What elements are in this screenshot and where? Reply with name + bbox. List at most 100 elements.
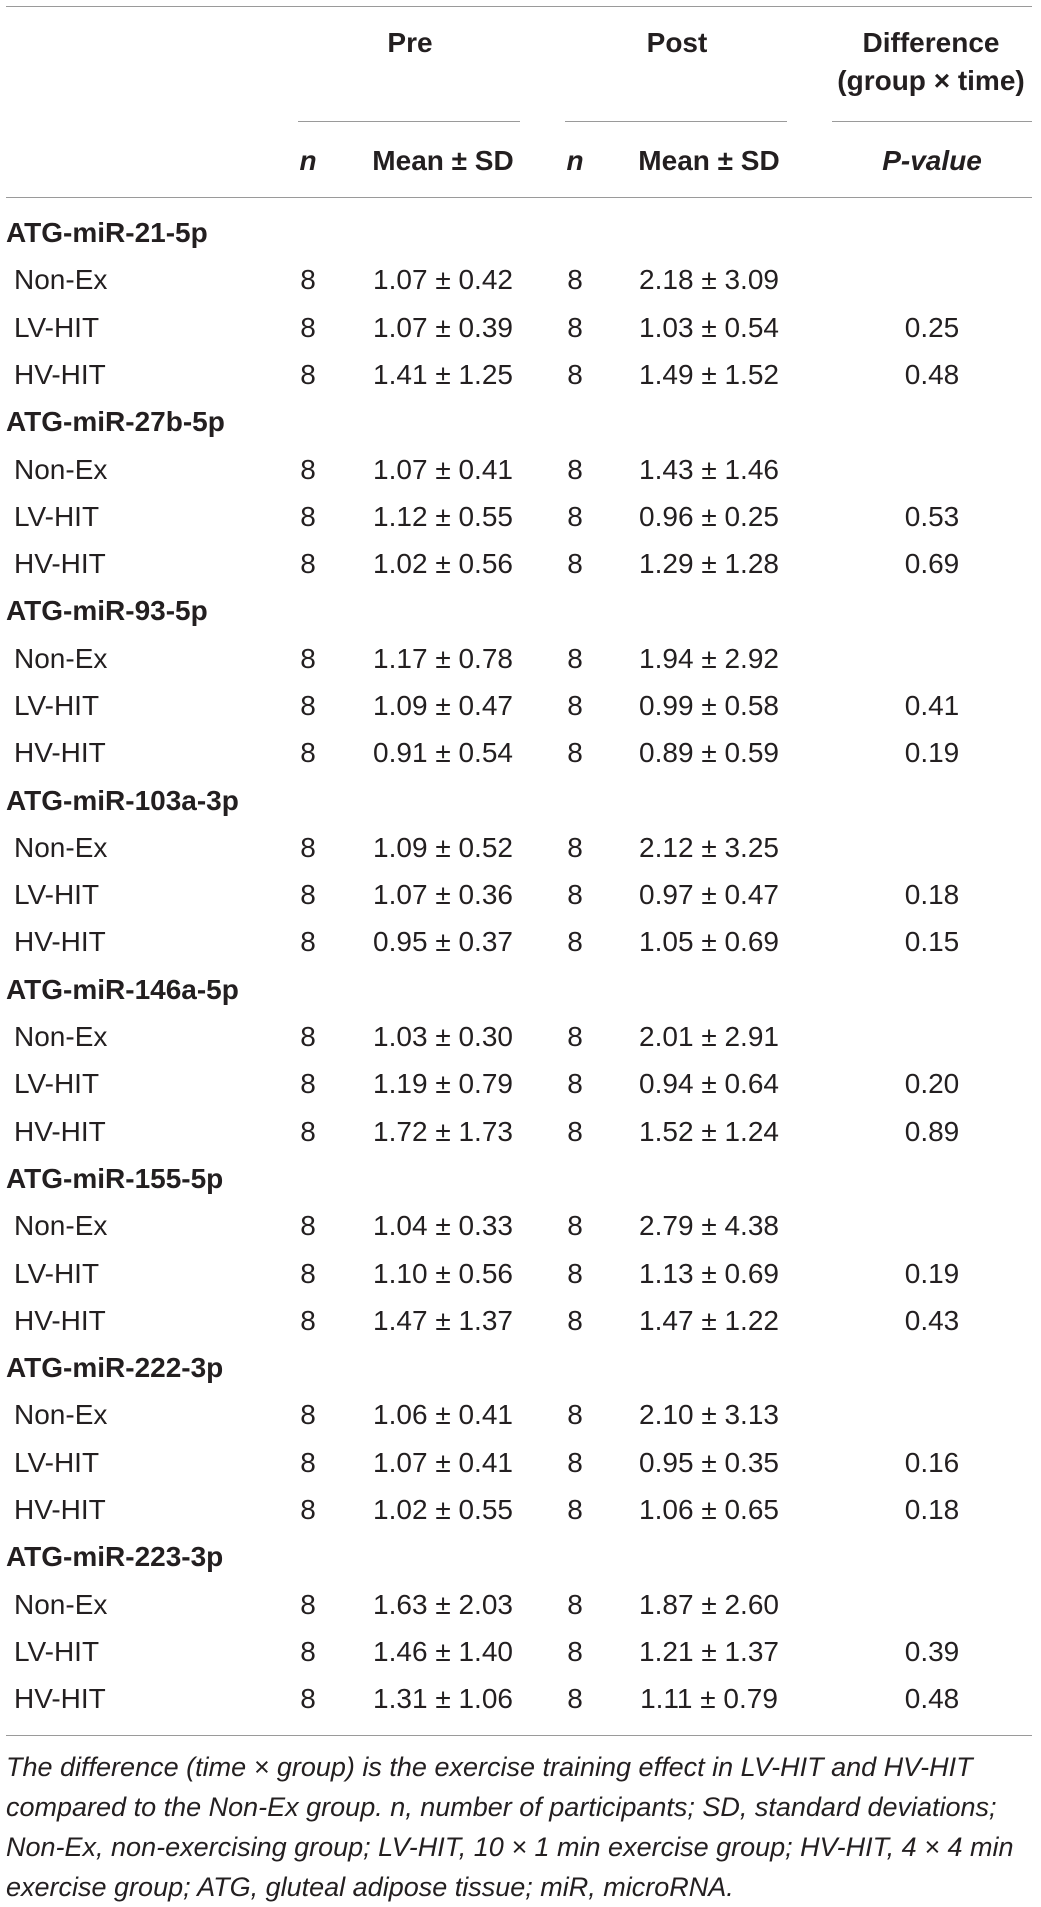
difference-header: Difference [862,27,1000,58]
n-post-cell: 8 [567,643,583,674]
row-label: LV-HIT [14,690,100,721]
n-pre-header: n [299,145,317,176]
table-bottom-rule [6,1735,1032,1736]
n-pre-cell: 8 [300,643,316,674]
p-value-cell: 0.53 [904,501,960,532]
n-pre-cell: 8 [300,832,316,863]
row-label: HV-HIT [14,737,106,768]
mean-sd-post-cell: 1.49 ± 1.52 [639,359,779,390]
group-title: ATG-miR-146a-5p [6,974,239,1005]
n-post-cell: 8 [567,1305,583,1336]
mean-sd-pre-cell: 1.31 ± 1.06 [373,1683,513,1714]
row-label: Non-Ex [14,1589,108,1620]
n-post-cell: 8 [567,1683,583,1714]
row-label: Non-Ex [14,264,108,295]
n-pre-cell: 8 [300,1399,316,1430]
mean-sd-pre-cell: 1.04 ± 0.33 [373,1210,513,1241]
mean-sd-pre-cell: 0.91 ± 0.54 [373,737,513,768]
post-header: Post [646,27,708,58]
difference-header-sub: (group × time) [837,65,1025,96]
mean-sd-pre-header: Mean ± SD [372,145,514,176]
mean-sd-pre-cell: 0.95 ± 0.37 [373,926,513,957]
n-pre-cell: 8 [300,1305,316,1336]
table-footnote: The difference (time × group) is the exe… [6,1752,1014,1902]
n-post-cell: 8 [567,501,583,532]
mean-sd-post-cell: 1.05 ± 0.69 [639,926,779,957]
mean-sd-pre-cell: 1.07 ± 0.41 [373,454,513,485]
row-label: Non-Ex [14,643,108,674]
p-value-cell: 0.18 [904,879,960,910]
n-post-cell: 8 [567,832,583,863]
p-value-cell: 0.43 [904,1305,960,1336]
mean-sd-post-cell: 2.18 ± 3.09 [639,264,779,295]
n-post-cell: 8 [567,1447,583,1478]
n-pre-cell: 8 [300,1589,316,1620]
n-post-cell: 8 [567,1399,583,1430]
mean-sd-post-cell: 2.12 ± 3.25 [639,832,779,863]
n-pre-cell: 8 [300,454,316,485]
row-label: HV-HIT [14,1683,106,1714]
mean-sd-pre-cell: 1.07 ± 0.39 [373,312,513,343]
group-title: ATG-miR-27b-5p [6,406,225,437]
n-pre-cell: 8 [300,737,316,768]
mean-sd-pre-cell: 1.41 ± 1.25 [373,359,513,390]
p-value-cell: 0.19 [904,737,960,768]
mean-sd-post-cell: 0.99 ± 0.58 [639,690,779,721]
row-label: HV-HIT [14,1116,106,1147]
mean-sd-post-cell: 1.13 ± 0.69 [639,1258,779,1289]
n-post-cell: 8 [567,1116,583,1147]
n-pre-cell: 8 [300,1116,316,1147]
n-post-cell: 8 [567,690,583,721]
p-value-header: P-value [882,145,982,176]
mean-sd-pre-cell: 1.02 ± 0.55 [373,1494,513,1525]
mean-sd-pre-cell: 1.09 ± 0.47 [373,690,513,721]
p-value-cell: 0.19 [904,1258,960,1289]
mean-sd-pre-cell: 1.09 ± 0.52 [373,832,513,863]
mean-sd-pre-cell: 1.07 ± 0.36 [373,879,513,910]
n-post-cell: 8 [567,1021,583,1052]
row-label: Non-Ex [14,454,108,485]
p-value-cell: 0.48 [904,1683,960,1714]
n-post-cell: 8 [567,454,583,485]
p-value-cell: 0.15 [904,926,960,957]
mean-sd-pre-cell: 1.12 ± 0.55 [373,501,513,532]
row-label: LV-HIT [14,1636,100,1667]
p-value-cell: 0.20 [904,1068,960,1099]
n-pre-cell: 8 [300,690,316,721]
mean-sd-pre-cell: 1.17 ± 0.78 [373,643,513,674]
pre-group-rule [298,121,520,122]
p-value-cell: 0.25 [904,312,960,343]
n-post-cell: 8 [567,264,583,295]
row-label: HV-HIT [14,1494,106,1525]
n-post-cell: 8 [567,312,583,343]
n-pre-cell: 8 [300,548,316,579]
row-label: LV-HIT [14,1447,100,1478]
mean-sd-pre-cell: 1.07 ± 0.42 [373,264,513,295]
n-post-cell: 8 [567,1210,583,1241]
n-post-cell: 8 [567,1589,583,1620]
row-label: LV-HIT [14,501,100,532]
mean-sd-pre-cell: 1.19 ± 0.79 [373,1068,513,1099]
mean-sd-post-cell: 1.29 ± 1.28 [639,548,779,579]
group-title: ATG-miR-155-5p [6,1163,224,1194]
row-label: Non-Ex [14,832,108,863]
group-title: ATG-miR-222-3p [6,1352,224,1383]
mean-sd-post-cell: 1.21 ± 1.37 [639,1636,779,1667]
mean-sd-pre-cell: 1.10 ± 0.56 [373,1258,513,1289]
mean-sd-post-cell: 1.11 ± 0.79 [640,1683,778,1714]
n-post-cell: 8 [567,1068,583,1099]
mean-sd-post-cell: 2.79 ± 4.38 [639,1210,779,1241]
header-bottom-rule [6,197,1032,198]
row-label: HV-HIT [14,926,106,957]
row-label: LV-HIT [14,312,100,343]
row-label: HV-HIT [14,359,106,390]
n-pre-cell: 8 [300,926,316,957]
row-label: HV-HIT [14,548,106,579]
row-label: Non-Ex [14,1399,108,1430]
group-title: ATG-miR-103a-3p [6,785,239,816]
n-post-cell: 8 [567,737,583,768]
mean-sd-post-cell: 0.96 ± 0.25 [639,501,779,532]
n-pre-cell: 8 [300,1447,316,1478]
mean-sd-pre-cell: 1.02 ± 0.56 [373,548,513,579]
